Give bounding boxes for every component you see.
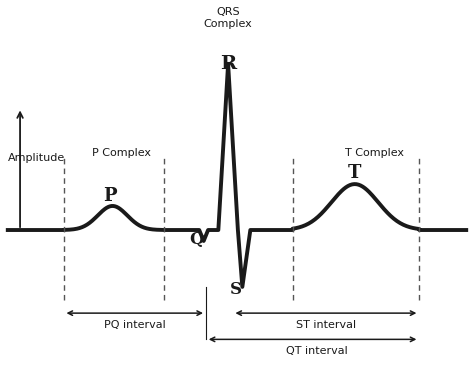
- Text: Q: Q: [189, 231, 203, 248]
- Text: PQ interval: PQ interval: [104, 320, 165, 330]
- Text: ST interval: ST interval: [296, 320, 356, 330]
- Text: T: T: [348, 164, 362, 182]
- Text: QT interval: QT interval: [286, 346, 348, 356]
- Text: T Complex: T Complex: [346, 148, 404, 158]
- Text: Amplitude: Amplitude: [8, 153, 65, 163]
- Text: S: S: [230, 281, 242, 298]
- Text: R: R: [220, 55, 236, 73]
- Text: QRS
Complex: QRS Complex: [204, 7, 253, 29]
- Text: P: P: [103, 187, 117, 205]
- Text: P Complex: P Complex: [92, 148, 151, 158]
